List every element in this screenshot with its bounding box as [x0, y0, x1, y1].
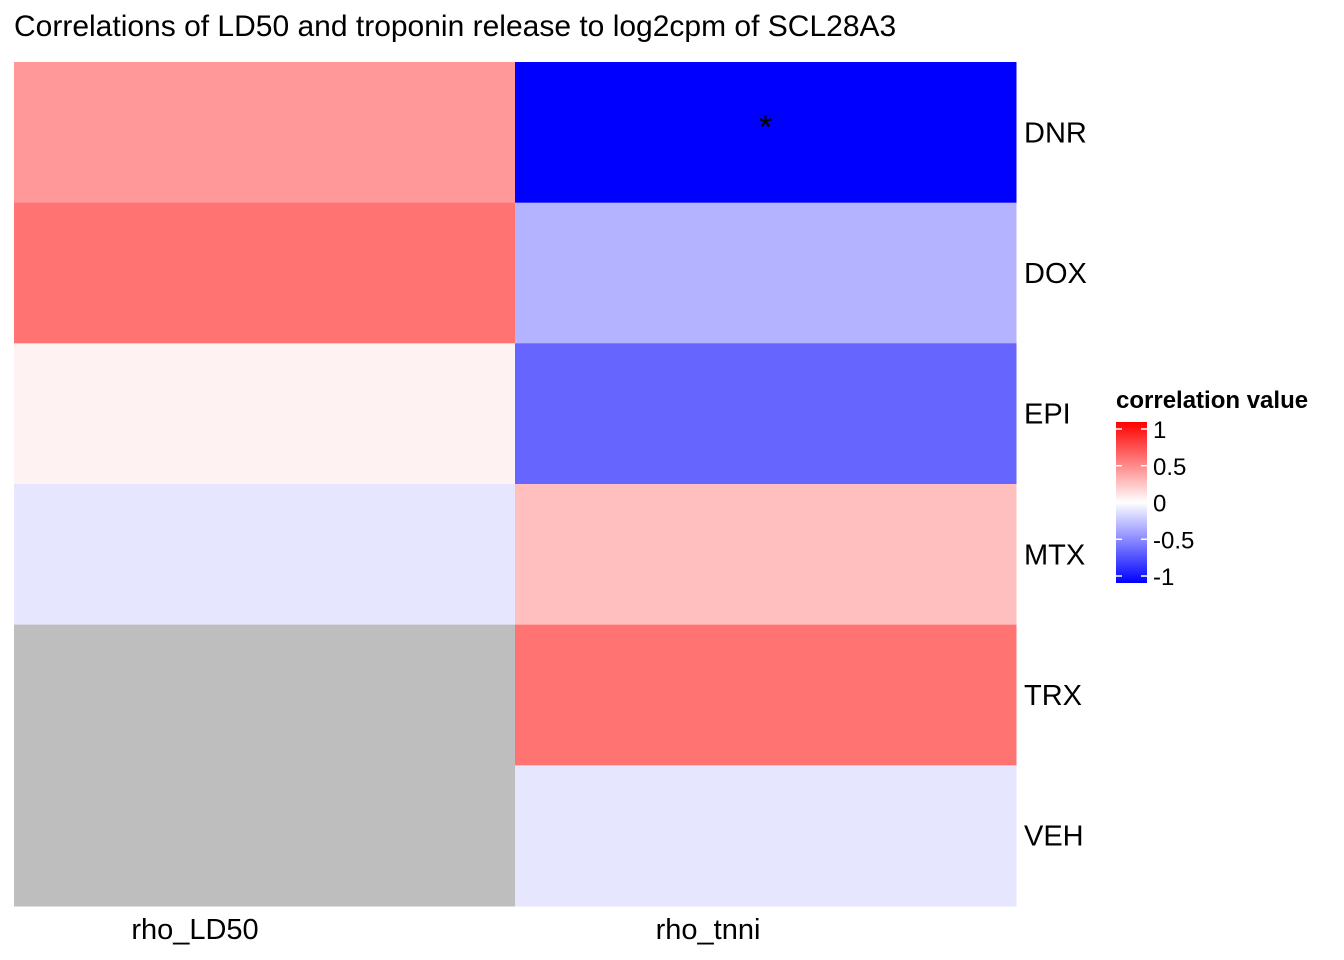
y-tick-label: DOX — [1024, 258, 1087, 290]
y-tick-label: TRX — [1024, 680, 1082, 712]
heatmap-cell — [14, 624, 516, 766]
heatmap-cell — [515, 62, 1017, 204]
x-axis-tick-labels: rho_LD50 rho_tnni — [131, 914, 760, 946]
legend-label: 0.5 — [1153, 454, 1186, 481]
heatmap-annotations: * — [759, 108, 772, 146]
heatmap-cell — [515, 624, 1017, 766]
y-tick-label: MTX — [1024, 539, 1085, 571]
chart-title: Correlations of LD50 and troponin releas… — [14, 10, 897, 43]
heatmap-cell — [515, 765, 1017, 907]
heatmap-cell — [515, 343, 1017, 485]
legend-label: 1 — [1153, 417, 1166, 444]
legend-title: correlation value — [1116, 387, 1308, 414]
heatmap-cell — [14, 62, 516, 204]
y-tick-label: EPI — [1024, 399, 1071, 431]
heatmap-cell — [515, 484, 1017, 626]
heatmap-cell — [14, 765, 516, 907]
legend-label: -0.5 — [1153, 527, 1194, 554]
heatmap-cell — [14, 202, 516, 344]
heatmap-cell — [14, 343, 516, 485]
legend-label: -1 — [1153, 564, 1174, 591]
y-tick-label: VEH — [1024, 821, 1084, 853]
legend-label: 0 — [1153, 491, 1166, 518]
x-tick-label: rho_LD50 — [131, 914, 258, 946]
y-axis-tick-labels: DNR DOX EPI MTX TRX VEH — [1024, 117, 1087, 852]
heatmap-cell — [515, 202, 1017, 344]
y-tick-label: DNR — [1024, 117, 1087, 149]
significance-marker: * — [759, 108, 772, 146]
x-tick-label: rho_tnni — [656, 914, 761, 946]
color-legend: correlation value 1 0.5 0 -0.5 -1 — [1116, 387, 1308, 591]
heatmap-cells — [14, 62, 1017, 907]
heatmap-cell — [14, 484, 516, 626]
